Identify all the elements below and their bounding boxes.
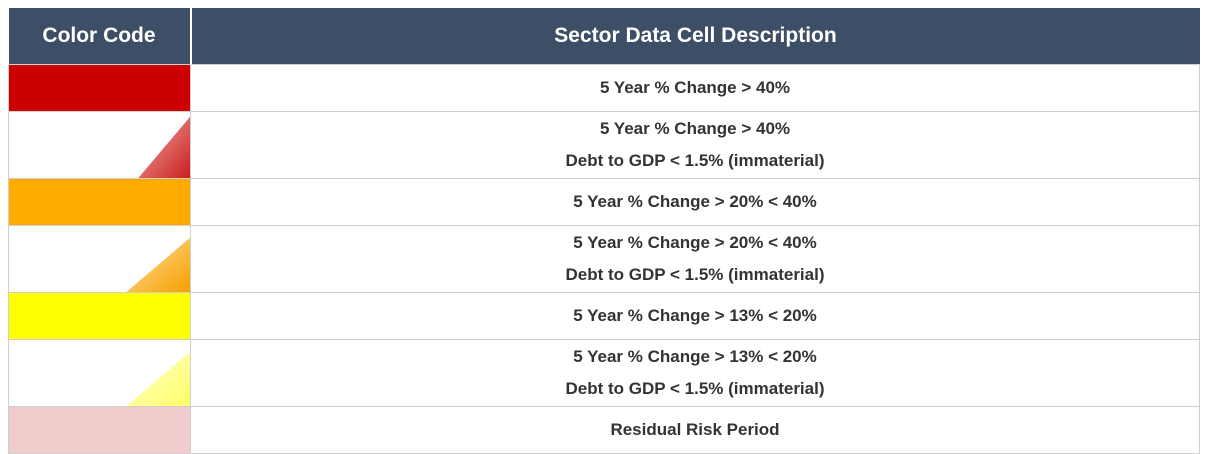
text: Debt to GDP < 1.5% (immaterial) bbox=[565, 265, 825, 284]
row: Residual Risk Period bbox=[8, 406, 1200, 454]
triangle-swatch bbox=[126, 237, 190, 292]
color-swatch bbox=[8, 406, 191, 454]
text: 5 Year % Change > 40% bbox=[599, 119, 791, 138]
color-swatch bbox=[8, 339, 191, 407]
row: 5 Year % Change > 40% Debt to GDP < 1.5% … bbox=[8, 111, 1200, 179]
color-swatch bbox=[8, 64, 191, 112]
description: 5 Year % Change > 40% bbox=[190, 64, 1200, 112]
description: 5 Year % Change > 20% < 40% bbox=[190, 178, 1200, 226]
description: 5 Year % Change > 20% < 40% Debt to GDP <… bbox=[190, 225, 1200, 293]
text: 5 Year % Change > 13% < 20% bbox=[573, 306, 817, 325]
text: 5 Year % Change > 40% bbox=[599, 78, 791, 97]
header-cell: Sector Data Cell Description bbox=[190, 8, 1200, 65]
text: Debt to GDP < 1.5% (immaterial) bbox=[565, 151, 825, 170]
text: Debt to GDP < 1.5% (immaterial) bbox=[565, 379, 825, 398]
description: 5 Year % Change > 13% < 20% bbox=[190, 292, 1200, 340]
color-swatch bbox=[8, 111, 191, 179]
legend-table: Color Code Sector Data Cell Description … bbox=[8, 8, 1200, 454]
row: 5 Year % Change > 40% bbox=[8, 64, 1200, 112]
description: 5 Year % Change > 40% Debt to GDP < 1.5% … bbox=[190, 111, 1200, 179]
header-row: Color Code Sector Data Cell Description bbox=[8, 8, 1200, 65]
row: 5 Year % Change > 20% < 40% Debt to GDP <… bbox=[8, 225, 1200, 293]
color-swatch bbox=[8, 178, 191, 226]
text: 5 Year % Change > 20% < 40% bbox=[573, 233, 817, 252]
description: Residual Risk Period bbox=[190, 406, 1200, 454]
color-swatch bbox=[8, 292, 191, 340]
row: 5 Year % Change > 13% < 20% bbox=[8, 292, 1200, 340]
header-cell: Color Code bbox=[8, 8, 192, 65]
color-swatch bbox=[8, 225, 191, 293]
description: 5 Year % Change > 13% < 20% Debt to GDP <… bbox=[190, 339, 1200, 407]
row: 5 Year % Change > 13% < 20% Debt to GDP <… bbox=[8, 339, 1200, 407]
triangle-swatch bbox=[138, 116, 190, 178]
triangle-swatch bbox=[126, 351, 190, 406]
text: 5 Year % Change > 13% < 20% bbox=[573, 347, 817, 366]
text: 5 Year % Change > 20% < 40% bbox=[573, 192, 817, 211]
row: 5 Year % Change > 20% < 40% bbox=[8, 178, 1200, 226]
text: Residual Risk Period bbox=[610, 420, 780, 439]
